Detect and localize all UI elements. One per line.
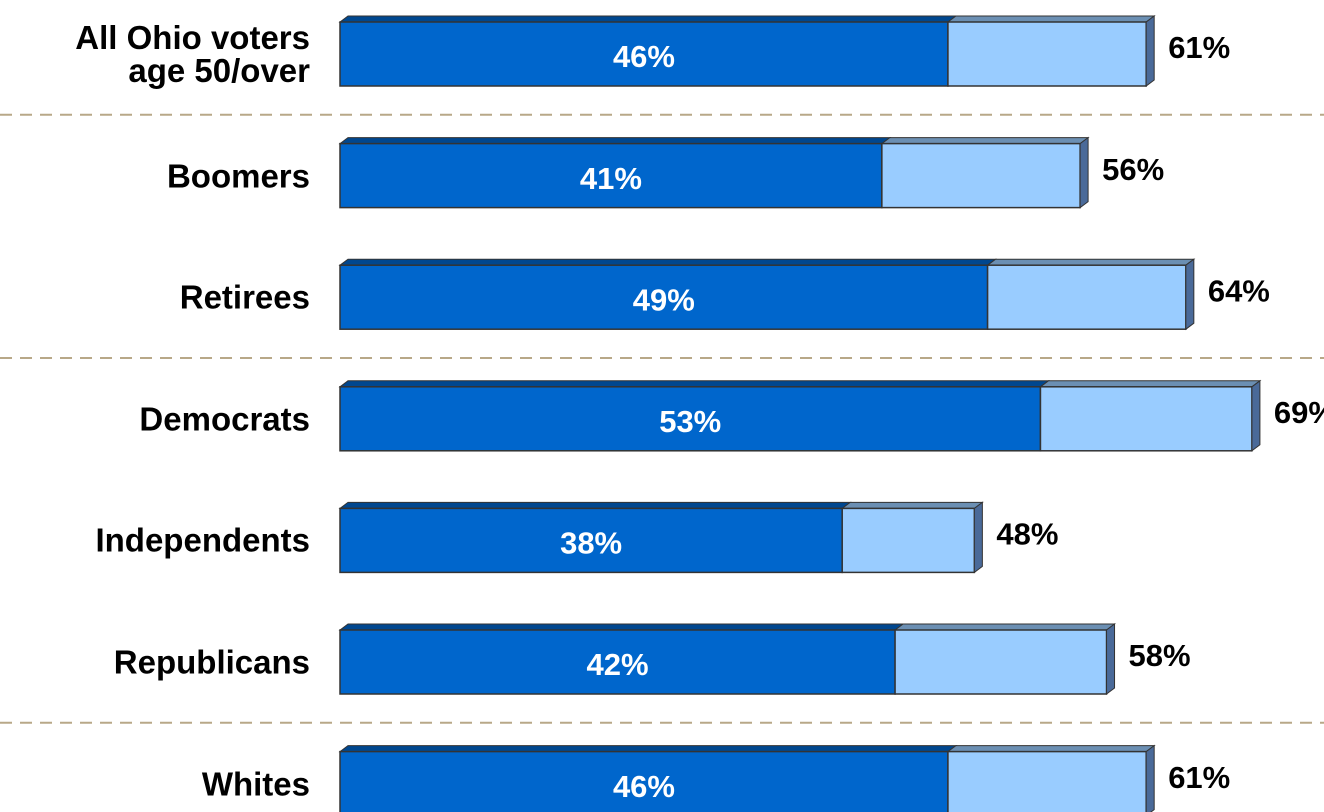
bar xyxy=(947,750,1147,812)
bar-side xyxy=(1251,379,1261,452)
bar-top xyxy=(1038,380,1262,388)
bar xyxy=(841,507,976,574)
bar-side xyxy=(1079,136,1089,209)
category-label: Whites xyxy=(201,765,310,803)
value-label: 41% xyxy=(580,161,642,196)
total-label: 56% xyxy=(1102,152,1164,187)
bar xyxy=(339,264,989,330)
total-label: 61% xyxy=(1168,760,1230,795)
bar-top xyxy=(338,137,892,145)
bar-side xyxy=(1185,258,1195,331)
category-label: Boomers xyxy=(166,157,310,195)
bar xyxy=(339,507,843,574)
bar xyxy=(881,142,1081,209)
bar-top xyxy=(338,623,905,631)
bar xyxy=(339,21,949,87)
bar-top xyxy=(986,258,1196,266)
category-label: All Ohio voters age 50/over xyxy=(75,19,310,89)
bar xyxy=(339,386,1042,452)
total-label: 69% xyxy=(1274,395,1324,430)
bar xyxy=(339,142,883,209)
bar-side xyxy=(973,501,983,574)
bar-side xyxy=(1145,744,1155,812)
bar xyxy=(947,21,1147,87)
bar-top xyxy=(338,258,998,266)
bar-top xyxy=(880,137,1090,145)
bar-top xyxy=(338,501,852,509)
bar-top xyxy=(338,745,958,753)
category-label: Retirees xyxy=(179,278,310,316)
bar-top xyxy=(840,501,984,509)
category-label: Democrats xyxy=(139,400,310,438)
total-label: 61% xyxy=(1168,30,1230,65)
total-label: 64% xyxy=(1208,273,1270,308)
value-label: 42% xyxy=(587,647,649,682)
bar-top xyxy=(338,15,958,23)
value-label: 46% xyxy=(613,39,675,74)
bar-side xyxy=(1145,15,1155,87)
bar xyxy=(986,264,1187,330)
bar-top xyxy=(893,623,1117,631)
bar-top xyxy=(946,15,1156,23)
category-label: Independents xyxy=(95,521,310,559)
category-label: Republicans xyxy=(113,643,310,681)
value-label: 49% xyxy=(633,282,695,317)
bar xyxy=(894,629,1108,695)
total-label: 48% xyxy=(996,517,1058,552)
value-label: 38% xyxy=(560,526,622,561)
value-label: 46% xyxy=(613,769,675,804)
bar-top xyxy=(946,745,1156,753)
bar xyxy=(1039,386,1253,452)
bar-side xyxy=(1106,623,1116,695)
value-label: 53% xyxy=(659,404,721,439)
total-label: 58% xyxy=(1129,638,1191,673)
bar-top xyxy=(338,380,1050,388)
